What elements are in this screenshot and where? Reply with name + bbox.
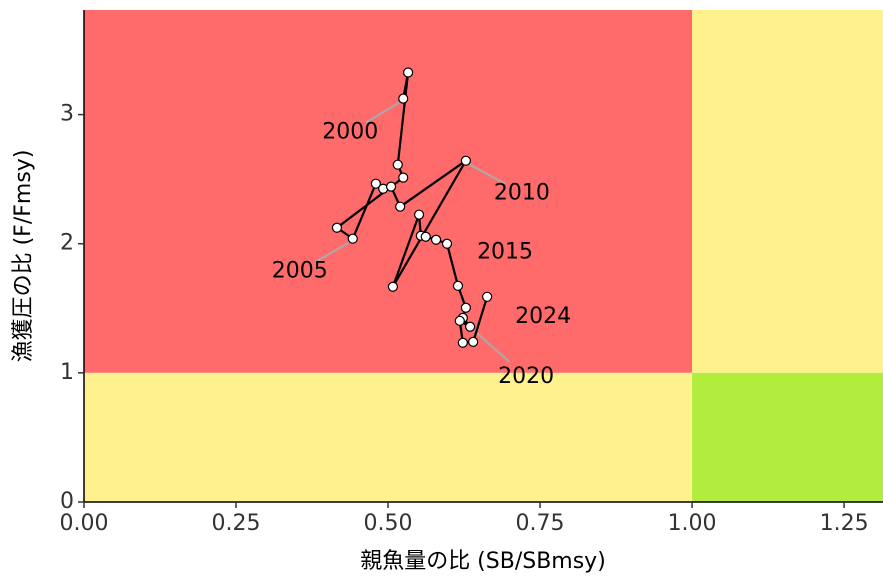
point xyxy=(482,291,493,302)
point xyxy=(392,159,403,170)
year-label: 2010 xyxy=(494,181,550,206)
point xyxy=(387,281,398,292)
point xyxy=(395,201,406,212)
point xyxy=(441,238,453,249)
x-tick-label: 0.00 xyxy=(60,511,109,536)
y-tick-label: 0 xyxy=(60,489,74,514)
point xyxy=(370,178,381,189)
point xyxy=(465,321,476,332)
point xyxy=(331,222,343,233)
year-label: 2005 xyxy=(272,259,328,284)
x-tick-label: 0.75 xyxy=(516,511,565,536)
point xyxy=(457,337,468,348)
leader-line xyxy=(469,163,506,185)
zone-red xyxy=(84,10,693,373)
year-label: 2020 xyxy=(498,364,554,389)
point xyxy=(402,67,414,78)
y-tick-label: 3 xyxy=(60,102,74,127)
year-label: 2000 xyxy=(322,120,378,145)
x-tick-label: 1.25 xyxy=(820,511,869,536)
point xyxy=(454,315,465,326)
x-tick-label: 0.50 xyxy=(364,511,413,536)
leader-line xyxy=(315,241,350,263)
leader-line xyxy=(365,101,400,124)
leader-line xyxy=(473,330,510,363)
point xyxy=(385,181,397,192)
x-axis-label: 親魚量の比 (SB/SBmsy) xyxy=(360,549,606,574)
y-tick-label: 1 xyxy=(60,360,74,385)
year-label: 2024 xyxy=(515,304,571,329)
point xyxy=(420,231,431,242)
point xyxy=(460,155,471,166)
y-axis-label: 漁獲圧の比 (F/Fmsy) xyxy=(11,150,36,363)
year-label: 2015 xyxy=(477,240,533,265)
point xyxy=(430,234,442,245)
x-tick-label: 0.25 xyxy=(212,511,261,536)
point xyxy=(398,93,409,104)
point xyxy=(347,233,358,244)
zone-yellow xyxy=(692,10,883,373)
point xyxy=(398,172,409,183)
zone-yellow xyxy=(84,372,693,502)
zone-green xyxy=(692,372,883,502)
point xyxy=(460,302,471,313)
point xyxy=(413,209,425,220)
point xyxy=(452,280,464,291)
x-tick-label: 1.00 xyxy=(668,511,717,536)
point xyxy=(468,336,479,347)
y-tick-label: 2 xyxy=(60,231,74,256)
